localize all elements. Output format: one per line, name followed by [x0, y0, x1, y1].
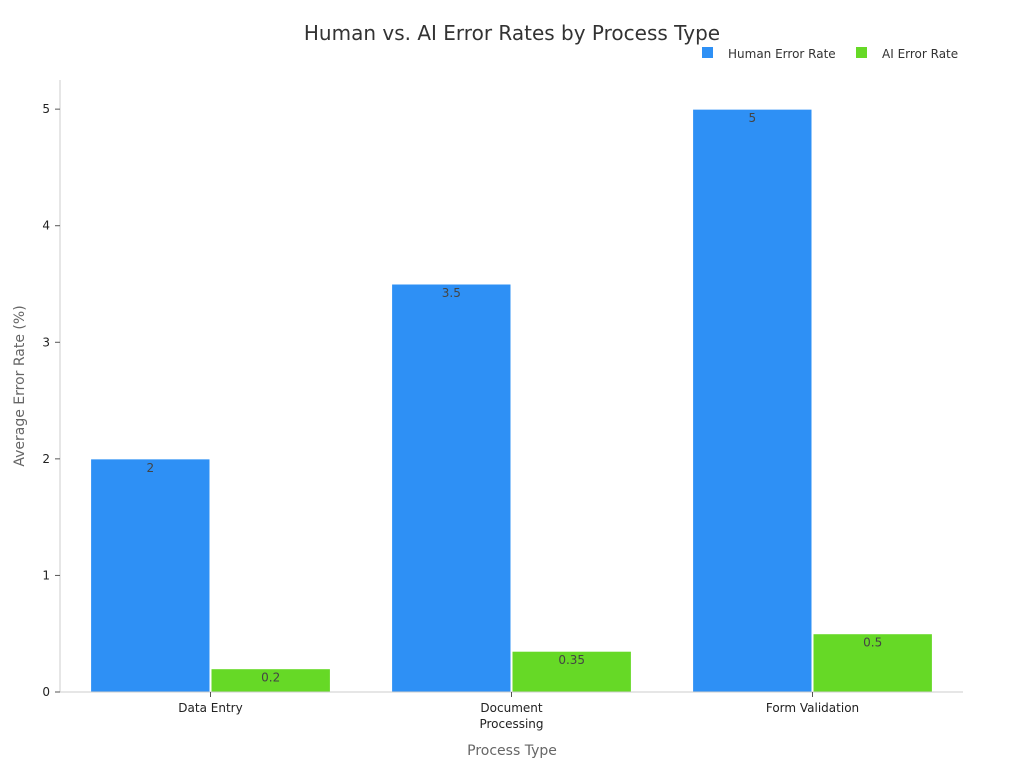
- bar-human: [692, 108, 813, 693]
- bar-human: [391, 283, 512, 693]
- y-tick-label: 5: [42, 102, 50, 116]
- bar-ai: [812, 633, 933, 693]
- y-axis-label: Average Error Rate (%): [12, 305, 28, 466]
- legend-label: Human Error Rate: [728, 47, 836, 61]
- y-tick-label: 4: [42, 219, 50, 233]
- x-tick-label: Document: [480, 701, 542, 715]
- bar-human: [90, 458, 211, 693]
- x-tick-label: Processing: [479, 717, 543, 731]
- chart-title: Human vs. AI Error Rates by Process Type: [304, 21, 720, 45]
- legend: Human Error Rate AI Error Rate: [702, 47, 958, 61]
- x-tick-label: Data Entry: [178, 701, 242, 715]
- y-tick-label: 3: [42, 335, 50, 349]
- bar-value-label: 2: [146, 461, 154, 475]
- y-tick-label: 0: [42, 685, 50, 699]
- legend-swatch: [856, 47, 867, 58]
- x-tick-label: Form Validation: [766, 701, 859, 715]
- y-tick-label: 2: [42, 452, 50, 466]
- bar-value-label: 0.5: [863, 636, 882, 650]
- bar-value-label: 0.35: [558, 653, 585, 667]
- bar-value-label: 0.2: [261, 671, 280, 685]
- bar-value-label: 5: [748, 111, 756, 125]
- y-tick-label: 1: [42, 568, 50, 582]
- bars: 2 0.2 3.5 0.35 5 0.5: [90, 108, 933, 693]
- bar-ai: [511, 650, 632, 693]
- bar-value-label: 3.5: [442, 286, 461, 300]
- axes: 0 1 2 3 4 5 Data Entry Document Processing Form V…: [42, 80, 963, 731]
- legend-label: AI Error Rate: [882, 47, 958, 61]
- x-axis-label: Process Type: [467, 743, 557, 759]
- legend-swatch: [702, 47, 713, 58]
